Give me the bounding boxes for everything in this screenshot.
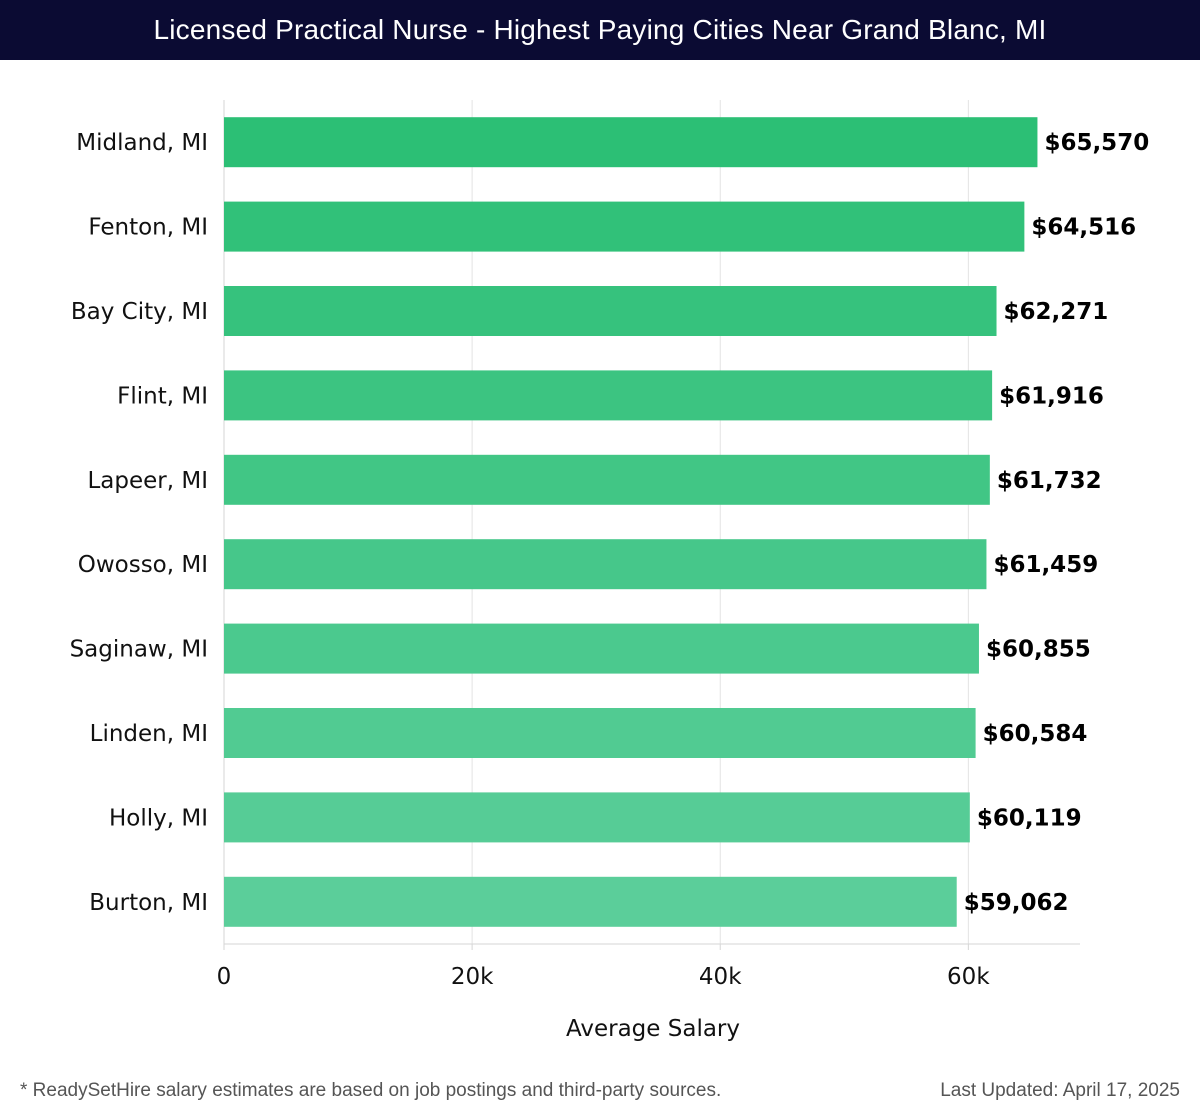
- chart-title: Licensed Practical Nurse - Highest Payin…: [153, 14, 1047, 45]
- x-axis-label: Average Salary: [566, 1016, 740, 1042]
- category-label: Owosso, MI: [78, 552, 208, 578]
- bar: [224, 370, 993, 421]
- x-tick-label: 0: [217, 964, 232, 990]
- category-label: Burton, MI: [89, 890, 208, 916]
- category-label: Midland, MI: [76, 130, 208, 156]
- value-label: $64,516: [1031, 215, 1136, 241]
- category-label: Fenton, MI: [88, 215, 208, 241]
- category-label: Saginaw, MI: [70, 637, 208, 663]
- bar: [224, 454, 990, 505]
- category-label: Lapeer, MI: [87, 468, 208, 494]
- value-label: $61,916: [999, 383, 1104, 409]
- footnote: * ReadySetHire salary estimates are base…: [20, 1080, 722, 1101]
- title-bar: Licensed Practical Nurse - Highest Payin…: [0, 0, 1200, 60]
- value-label: $61,459: [993, 552, 1098, 578]
- last-updated: Last Updated: April 17, 2025: [940, 1080, 1180, 1101]
- value-label: $62,271: [1004, 299, 1109, 325]
- bar: [224, 201, 1025, 252]
- bar: [224, 623, 979, 674]
- category-label: Flint, MI: [117, 383, 208, 409]
- bar: [224, 876, 957, 927]
- bar: [224, 286, 997, 336]
- category-label: Bay City, MI: [71, 299, 208, 325]
- value-label: $60,119: [977, 805, 1082, 831]
- bar-chart: 0 20k 40k 60k Average Salary Midland, MI $65,5…: [70, 100, 1149, 1042]
- value-label: $60,584: [983, 721, 1088, 747]
- bar: [224, 117, 1038, 168]
- value-label: $59,062: [964, 890, 1069, 916]
- x-tick-label: 60k: [947, 964, 990, 990]
- value-label: $65,570: [1044, 130, 1149, 156]
- category-label: Linden, MI: [90, 721, 208, 747]
- value-label: $60,855: [986, 637, 1091, 663]
- value-label: $61,732: [997, 468, 1102, 494]
- bar: [224, 708, 976, 758]
- x-tick-label: 20k: [451, 964, 494, 990]
- category-label: Holly, MI: [109, 805, 208, 831]
- bar: [224, 792, 970, 843]
- x-tick-label: 40k: [699, 964, 742, 990]
- bar: [224, 539, 987, 590]
